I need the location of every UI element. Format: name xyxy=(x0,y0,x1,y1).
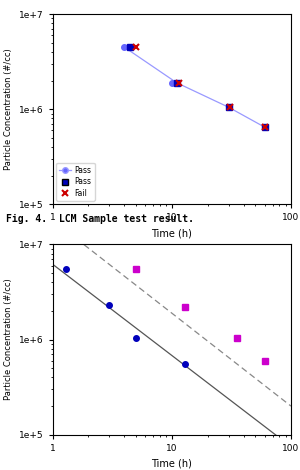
Fail xyxy=(228,104,231,110)
Line: Fail: Fail xyxy=(133,44,268,130)
Pass xyxy=(129,44,132,50)
Pass xyxy=(227,104,230,110)
Legend: Pass, Pass, Fail: Pass, Pass, Fail xyxy=(56,163,95,201)
Y-axis label: Particle Concentration (#/cc): Particle Concentration (#/cc) xyxy=(4,279,13,400)
Pass xyxy=(263,124,266,130)
Fail xyxy=(134,44,138,50)
Pass xyxy=(263,124,266,130)
Pass xyxy=(175,80,178,86)
Pass xyxy=(170,80,173,86)
X-axis label: Time (h): Time (h) xyxy=(151,458,192,468)
Line: Pass: Pass xyxy=(122,44,267,130)
Pass xyxy=(227,104,230,110)
Pass xyxy=(122,44,126,50)
X-axis label: Time (h): Time (h) xyxy=(151,228,192,238)
Fail xyxy=(177,80,181,86)
Y-axis label: Particle Concentration (#/cc): Particle Concentration (#/cc) xyxy=(4,48,13,170)
Pass xyxy=(175,80,178,86)
Text: Fig. 4.  LCM Sample test result.: Fig. 4. LCM Sample test result. xyxy=(6,214,194,224)
Pass xyxy=(129,44,132,50)
Line: Pass: Pass xyxy=(128,44,267,130)
Fail xyxy=(264,124,267,130)
